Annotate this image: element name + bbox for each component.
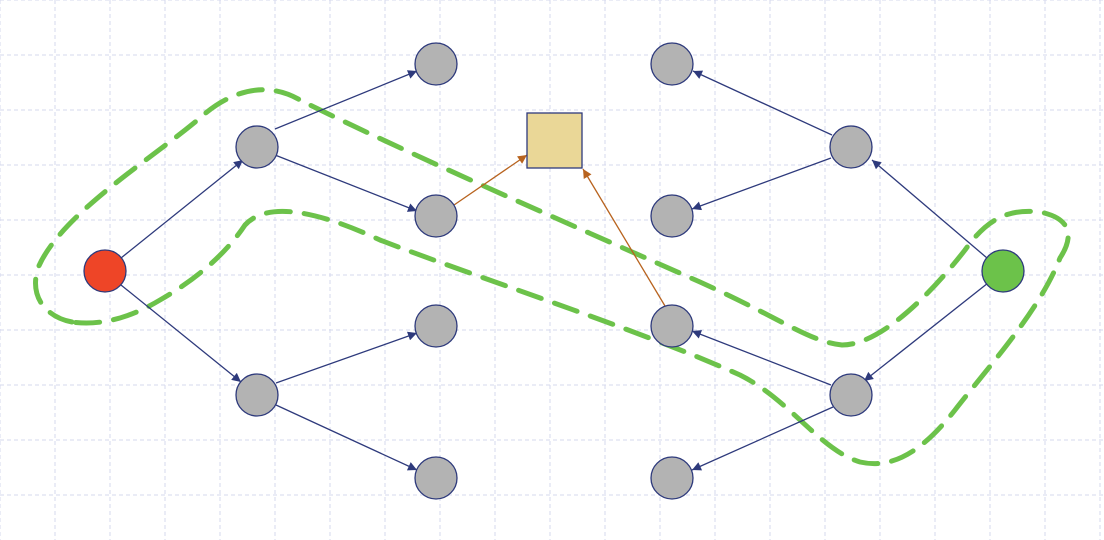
source-path-region xyxy=(33,87,1071,467)
node-l-upper xyxy=(235,125,279,169)
edge-l-upper-l-leaf-1 xyxy=(274,70,418,130)
graph-edges xyxy=(120,70,989,471)
node-r-leaf-3 xyxy=(650,304,694,348)
edge-l-leaf-2-meeting-square xyxy=(453,154,528,206)
node-r-lower xyxy=(829,373,873,417)
edge-r-upper-r-leaf-2 xyxy=(691,157,832,211)
node-l-leaf-4 xyxy=(414,456,458,500)
edge-r-lower-r-leaf-3 xyxy=(691,330,832,386)
edge-target-r-upper xyxy=(871,159,988,259)
node-l-lower xyxy=(235,373,279,417)
green-region-outlines xyxy=(33,87,1071,467)
node-r-upper xyxy=(829,125,873,169)
node-l-leaf-2 xyxy=(414,194,458,238)
node-r-leaf-4 xyxy=(650,456,694,500)
edge-l-lower-l-leaf-3 xyxy=(275,331,418,384)
edge-target-r-lower xyxy=(863,282,989,382)
edge-r-lower-r-leaf-4 xyxy=(691,406,834,471)
edge-source-l-upper xyxy=(120,159,244,259)
node-l-leaf-1 xyxy=(414,42,458,86)
edge-r-leaf-3-meeting-square xyxy=(582,168,666,307)
edge-l-upper-l-leaf-2 xyxy=(274,154,418,212)
node-source xyxy=(83,249,127,293)
node-r-leaf-2 xyxy=(650,194,694,238)
node-l-leaf-3 xyxy=(414,304,458,348)
node-target xyxy=(981,249,1025,293)
node-meeting-square xyxy=(526,112,583,169)
edge-r-upper-r-leaf-1 xyxy=(692,70,833,136)
edge-l-lower-l-leaf-4 xyxy=(275,404,418,471)
graph-nodes xyxy=(83,42,1025,500)
node-r-leaf-1 xyxy=(650,42,694,86)
edge-source-l-lower xyxy=(120,284,242,383)
